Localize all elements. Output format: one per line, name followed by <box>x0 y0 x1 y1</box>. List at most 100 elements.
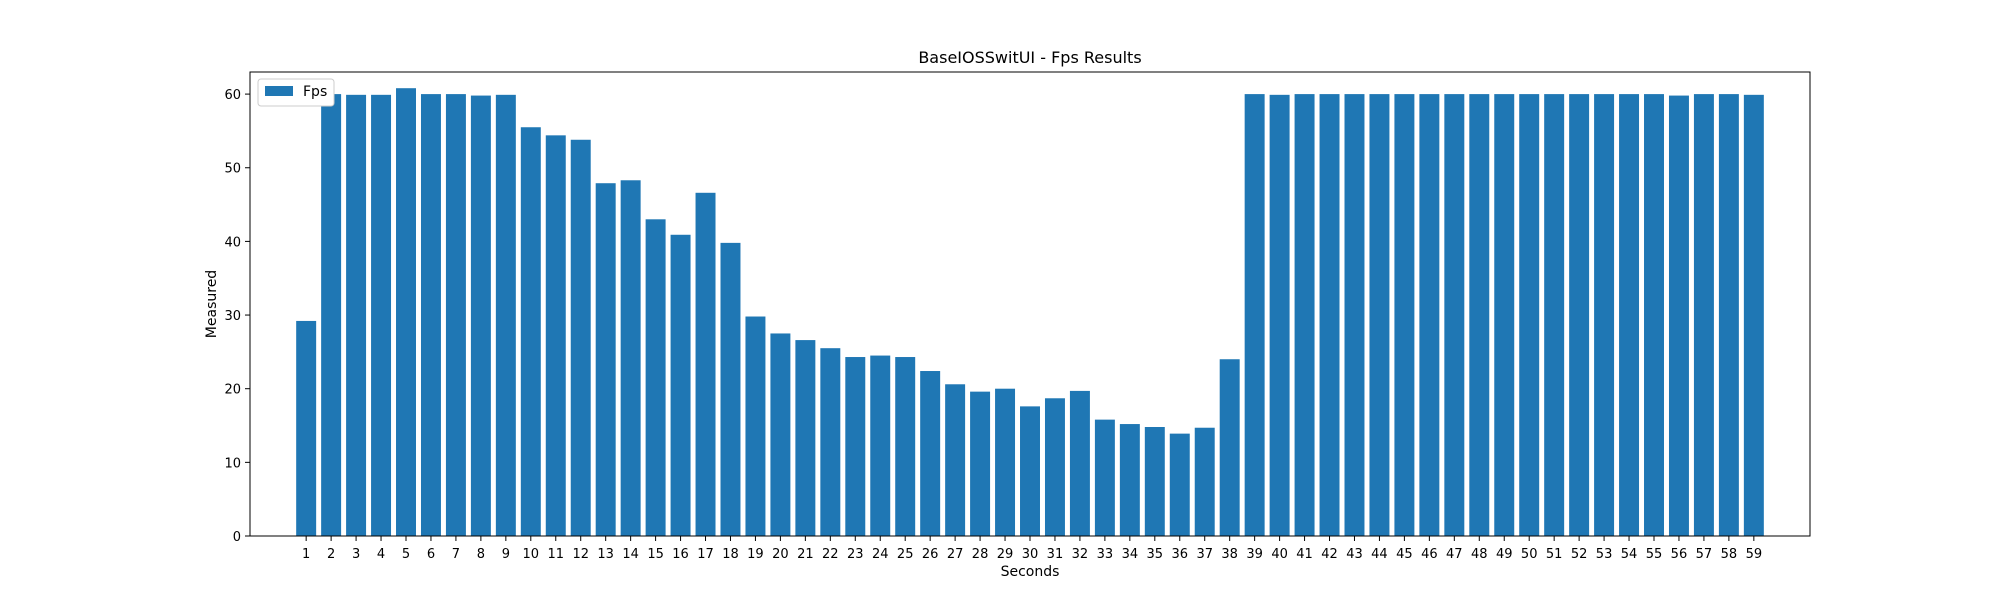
y-tick-label: 60 <box>224 88 241 103</box>
x-tick-label: 46 <box>1421 547 1438 562</box>
x-tick-label: 21 <box>797 547 814 562</box>
x-tick-label: 10 <box>523 547 540 562</box>
x-tick-label: 23 <box>847 547 864 562</box>
x-tick-label: 4 <box>377 547 385 562</box>
bar-35 <box>1144 427 1165 536</box>
x-tick-label: 50 <box>1521 547 1538 562</box>
x-tick-label: 11 <box>547 547 564 562</box>
x-tick-label: 41 <box>1296 547 1313 562</box>
bar-38 <box>1219 359 1240 536</box>
bar-4 <box>371 94 392 536</box>
bar-57 <box>1693 94 1714 536</box>
bar-39 <box>1244 94 1265 536</box>
bar-22 <box>820 348 841 536</box>
bar-43 <box>1344 94 1365 536</box>
bar-9 <box>495 94 516 536</box>
bar-54 <box>1619 94 1640 536</box>
bar-53 <box>1594 94 1615 536</box>
plot-frame <box>249 71 1811 537</box>
x-tick-label: 5 <box>402 547 410 562</box>
x-tick-label: 16 <box>672 547 689 562</box>
bar-52 <box>1569 94 1590 536</box>
x-tick-label: 24 <box>872 547 889 562</box>
bar-12 <box>570 139 591 536</box>
x-tick-label: 44 <box>1371 547 1388 562</box>
x-tick-label: 35 <box>1147 547 1164 562</box>
bar-6 <box>420 94 441 536</box>
x-tick-label: 34 <box>1122 547 1139 562</box>
x-tick-label: 43 <box>1346 547 1363 562</box>
bar-13 <box>595 183 616 536</box>
x-tick-label: 27 <box>947 547 964 562</box>
bar-50 <box>1519 94 1540 536</box>
x-tick-label: 37 <box>1196 547 1213 562</box>
bar-3 <box>346 94 367 536</box>
x-tick-label: 56 <box>1671 547 1688 562</box>
bar-30 <box>1020 406 1040 536</box>
x-tick-label: 26 <box>922 547 939 562</box>
x-tick-label: 40 <box>1271 547 1288 562</box>
x-tick-label: 29 <box>997 547 1014 562</box>
bar-24 <box>870 355 891 536</box>
x-tick-label: 32 <box>1072 547 1089 562</box>
bar-1 <box>296 320 317 536</box>
bar-47 <box>1444 94 1465 536</box>
bar-18 <box>720 242 741 536</box>
bar-27 <box>945 384 966 536</box>
bar-34 <box>1119 424 1140 536</box>
x-tick-label: 28 <box>972 547 989 562</box>
x-tick-label: 15 <box>647 547 664 562</box>
bar-15 <box>645 219 666 537</box>
y-tick-label: 40 <box>224 235 241 250</box>
bar-48 <box>1469 94 1490 536</box>
y-tick-label: 50 <box>224 162 241 177</box>
legend: Fps <box>257 78 335 107</box>
x-tick-label: 57 <box>1696 547 1713 562</box>
y-tick-label: 30 <box>224 309 241 324</box>
y-axis-label: Measured <box>204 270 220 338</box>
bar-42 <box>1319 94 1340 536</box>
bar-55 <box>1644 94 1664 536</box>
bar-8 <box>470 95 491 536</box>
x-tick-label: 22 <box>822 547 839 562</box>
x-tick-label: 2 <box>327 547 335 562</box>
x-tick-label: 13 <box>597 547 614 562</box>
bar-14 <box>620 180 641 536</box>
x-tick-label: 30 <box>1022 547 1039 562</box>
bar-10 <box>520 127 541 537</box>
x-tick-label: 9 <box>502 547 510 562</box>
y-tick-label: 10 <box>224 456 241 471</box>
bars-group <box>296 88 1764 537</box>
bar-23 <box>845 357 866 536</box>
bar-44 <box>1369 94 1390 536</box>
x-tick-label: 25 <box>897 547 914 562</box>
x-tick-label: 59 <box>1746 547 1763 562</box>
bar-26 <box>920 371 941 536</box>
y-axis: 0 10 20 30 40 50 60 <box>224 88 250 545</box>
bar-11 <box>545 135 566 536</box>
bar-16 <box>670 234 691 536</box>
x-tick-label: 58 <box>1721 547 1738 562</box>
bar-2 <box>321 94 342 536</box>
x-tick-label: 53 <box>1596 547 1613 562</box>
x-tick-label: 54 <box>1621 547 1638 562</box>
bar-28 <box>970 391 991 536</box>
bar-33 <box>1094 419 1115 536</box>
bar-59 <box>1743 94 1764 536</box>
bar-56 <box>1668 95 1689 536</box>
x-tick-label: 20 <box>772 547 789 562</box>
bar-51 <box>1544 94 1565 536</box>
x-tick-label: 42 <box>1321 547 1338 562</box>
bar-29 <box>995 388 1016 536</box>
bar-31 <box>1044 398 1065 536</box>
x-tick-label: 17 <box>697 547 714 562</box>
y-tick-label: 20 <box>224 383 241 398</box>
bar-36 <box>1169 433 1190 536</box>
bar-41 <box>1294 94 1315 536</box>
x-tick-label: 51 <box>1546 547 1563 562</box>
x-tick-label: 3 <box>352 547 360 562</box>
bar-25 <box>895 357 916 536</box>
x-tick-label: 7 <box>452 547 460 562</box>
bar-5 <box>396 88 416 536</box>
bar-20 <box>770 333 791 536</box>
